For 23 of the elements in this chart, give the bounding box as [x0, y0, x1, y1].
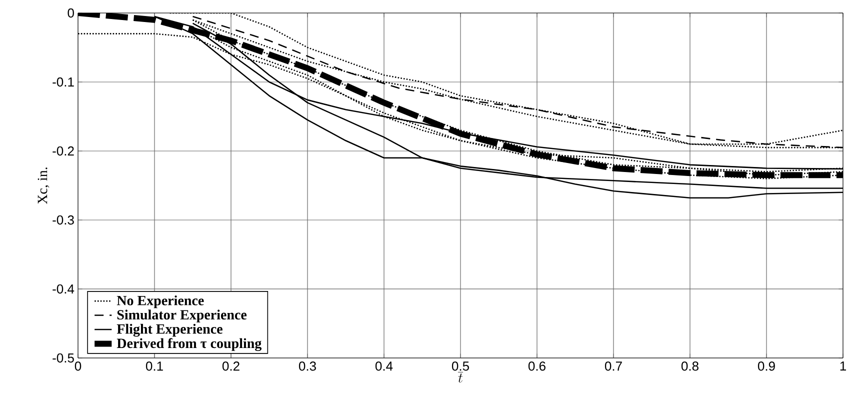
- y-tick-label: -0.3: [52, 215, 74, 225]
- legend-label: No Experience: [116, 295, 204, 308]
- y-tick-label: 0: [68, 8, 74, 18]
- x-tick-label: 0.6: [528, 362, 546, 371]
- x-tick-label: 0.3: [298, 362, 316, 371]
- y-tick-label: -0.5: [52, 353, 74, 363]
- x-tick-label: 1: [840, 362, 846, 370]
- legend-label: Simulator Experience: [117, 310, 247, 322]
- x-tick-label: 0.2: [222, 362, 240, 371]
- x-tick-label: 0: [74, 362, 82, 371]
- y-tick-label: -0.4: [52, 284, 74, 294]
- x-axis-title: $\overline{t}$: [458, 372, 464, 383]
- x-tick-label: 0.9: [758, 362, 775, 371]
- y-axis-title: Xc, in.: [38, 168, 50, 204]
- legend-label: Flight Experience: [116, 324, 222, 337]
- y-tick-label: -0.1: [52, 77, 74, 87]
- y-tick-label: -0.2: [52, 146, 74, 156]
- x-tick-label: 0.1: [146, 362, 163, 371]
- x-tick-label: 0.4: [375, 362, 393, 371]
- legend-label: Derived from τ coupling: [116, 338, 262, 352]
- x-tick-label: 0.7: [604, 362, 622, 371]
- x-tick-label: 0.5: [452, 362, 469, 371]
- x-tick-label: 0.8: [681, 362, 698, 371]
